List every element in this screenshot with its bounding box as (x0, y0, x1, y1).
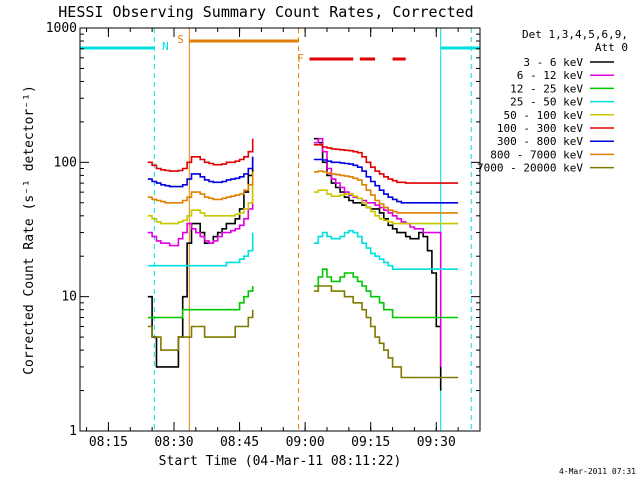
chart-title: HESSI Observing Summary Count Rates, Cor… (58, 3, 473, 21)
legend-entry-label: 50 - 100 keV (504, 109, 584, 122)
legend-header: Det 1,3,4,5,6,9, (522, 28, 628, 41)
series-line (313, 144, 459, 184)
y-tick-label: 100 (54, 155, 77, 170)
observing-markers: NS F (80, 28, 480, 431)
legend-entry-label: 12 - 25 keV (510, 82, 583, 95)
legend-entry-label: 800 - 7000 keV (490, 148, 583, 161)
legend-entry-label: 6 - 12 keV (517, 69, 584, 82)
y-tick-label: 1 (69, 424, 77, 439)
series-line (313, 137, 442, 367)
legend-header: Att 0 (595, 41, 628, 54)
series-line (313, 285, 459, 379)
x-tick-label: 09:15 (351, 435, 390, 450)
y-tick-label: 10 (61, 290, 77, 305)
x-tick-label: 08:30 (154, 435, 193, 450)
legend-entry-label: 7000 - 20000 keV (477, 162, 583, 175)
series-line (147, 309, 254, 351)
plot-frame (79, 27, 481, 432)
x-tick-label: 08:15 (89, 435, 128, 450)
legend-entry-label: 3 - 6 keV (523, 56, 583, 69)
series-line (147, 156, 254, 188)
series-line (147, 171, 254, 204)
x-tick-label: 09:00 (286, 435, 325, 450)
footer-date: 4-Mar-2011 07:31 (559, 467, 636, 476)
series-line (313, 158, 459, 204)
night-label: N (162, 40, 169, 53)
series-line (147, 183, 254, 225)
x-tick-label: 08:45 (220, 435, 259, 450)
series-line (313, 170, 459, 214)
legend-entry-label: 100 - 300 keV (497, 122, 583, 135)
x-tick-label: 09:30 (417, 435, 456, 450)
legend-entry-label: 25 - 50 keV (510, 96, 583, 109)
saa-label: S (177, 33, 184, 46)
series-line (313, 268, 459, 319)
series-line (313, 189, 459, 225)
series-line (147, 286, 254, 319)
x-axis: 08:15 08:30 08:45 09:00 09:15 09:30 (86, 28, 481, 450)
x-axis-label: Start Time (04-Mar-11 08:11:22) (159, 454, 402, 469)
flare-label: F (297, 52, 304, 65)
y-axis: 1 10 100 1000 (46, 21, 480, 439)
y-tick-label: 1000 (46, 21, 77, 36)
series-line (147, 183, 254, 247)
series-line (313, 229, 459, 270)
series-line (147, 138, 254, 172)
series-line (147, 232, 254, 267)
legend-entry-label: 300 - 800 keV (497, 135, 583, 148)
series-layer (147, 137, 459, 391)
y-axis-label: Corrected Count Rate (s⁻¹ detector⁻¹) (22, 85, 37, 375)
